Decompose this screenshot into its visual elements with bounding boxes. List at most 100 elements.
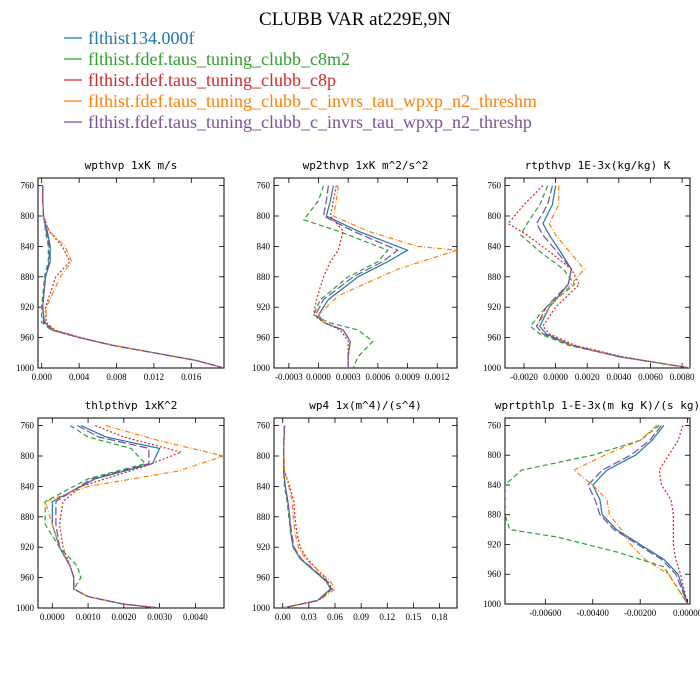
legend: flthist134.000fflthist.fdef.taus_tuning_… (64, 28, 537, 132)
series-line (539, 185, 690, 368)
panel-title: wprtpthlp 1-E-3x(m kg K)/(s kg) (495, 399, 700, 412)
x-tick-label: 0.0012 (425, 372, 450, 382)
series-line (42, 185, 224, 368)
x-tick-label: 0.06 (327, 612, 343, 622)
x-tick-label: 0.0020 (575, 372, 600, 382)
legend-entry: flthist.fdef.taus_tuning_clubb_c_invrs_t… (88, 91, 537, 111)
series-line (658, 425, 689, 604)
y-tick-label: 920 (21, 542, 35, 552)
y-tick-label: 920 (488, 539, 502, 549)
x-tick-label: 0.0030 (147, 612, 172, 622)
series-line (520, 185, 690, 368)
x-tick-label: 0.0080 (670, 372, 695, 382)
x-tick-label: 0.0000 (543, 372, 568, 382)
x-tick-label: 0.0000 (40, 612, 65, 622)
x-tick-label: 0.18 (432, 612, 448, 622)
chart-panel-1: wpthvp 1xK m/s 760 800 840 880 920 960 1000 0.00… (16, 159, 225, 382)
series-line (42, 185, 224, 368)
chart-panel-3: rtpthvp 1E-3x(kg/kg) K 760 800 840 880 920 960… (483, 159, 695, 382)
series-line (58, 425, 184, 608)
y-tick-label: 760 (257, 181, 271, 191)
y-tick-label: 880 (488, 510, 502, 520)
y-tick-label: 960 (488, 569, 502, 579)
x-tick-label: 0.00 (275, 612, 291, 622)
series-line (572, 424, 689, 604)
chart-panel-2: wp2thvp 1xK m^2/s^2 760 800 840 880 920 960 100… (252, 159, 458, 382)
x-tick-label: 0.0060 (638, 372, 663, 382)
x-tick-label: -0.0003 (275, 372, 303, 382)
plot-frame (37, 177, 225, 369)
series-line (42, 185, 224, 368)
figure-title: CLUBB VAR at229E,9N (259, 9, 451, 30)
y-tick-label: 760 (488, 181, 502, 191)
series-line (317, 185, 457, 368)
x-tick-label: -0.00400 (577, 608, 610, 618)
series-line (312, 185, 349, 368)
x-tick-label: 0.0006 (365, 372, 390, 382)
plot-frame (37, 417, 225, 609)
y-tick-label: 1000 (252, 363, 271, 373)
x-tick-label: 0.09 (353, 612, 369, 622)
y-tick-label: 1000 (252, 603, 271, 613)
y-tick-label: 800 (21, 211, 35, 221)
y-tick-label: 920 (21, 302, 35, 312)
y-tick-label: 840 (488, 241, 502, 251)
series-line (302, 185, 389, 368)
y-tick-label: 960 (21, 333, 35, 343)
y-tick-label: 920 (488, 302, 502, 312)
series-line (592, 425, 689, 604)
series-line (505, 424, 689, 604)
x-tick-label: 0.03 (301, 612, 317, 622)
panel-title: wpthvp 1xK m/s (85, 159, 178, 172)
series-line (535, 185, 690, 368)
y-tick-label: 880 (21, 272, 35, 282)
x-tick-label: 0.016 (181, 372, 202, 382)
panel-title: rtpthvp 1E-3x(kg/kg) K (525, 159, 671, 172)
y-tick-label: 920 (257, 542, 271, 552)
x-tick-label: 0.012 (144, 372, 164, 382)
series-line (282, 425, 333, 608)
chart-panel-6: wprtpthlp 1-E-3x(m kg K)/(s kg) 760 800 840… (483, 399, 700, 618)
series-line (41, 185, 224, 368)
series-line (587, 425, 689, 604)
legend-entry: flthist.fdef.taus_tuning_clubb_c8p (88, 70, 336, 90)
series-line (507, 185, 690, 368)
legend-entry: flthist.fdef.taus_tuning_clubb_c8m2 (88, 49, 350, 69)
x-tick-label: -0.00200 (624, 608, 657, 618)
x-tick-label: 0.0003 (336, 372, 361, 382)
y-tick-label: 840 (21, 481, 35, 491)
series-line (317, 185, 409, 368)
series-line (282, 425, 336, 608)
y-tick-label: 800 (488, 450, 502, 460)
y-tick-label: 760 (21, 181, 35, 191)
y-tick-label: 960 (257, 333, 271, 343)
chart-panel-5: wp4 1x(m^4)/(s^4) 760 800 840 880 920 960 1000 0… (252, 399, 458, 622)
x-tick-label: 0.12 (379, 612, 395, 622)
x-tick-label: 0.008 (106, 372, 127, 382)
y-tick-label: 800 (488, 211, 502, 221)
series-line (535, 185, 690, 368)
plot-frame (504, 177, 691, 369)
y-tick-label: 840 (21, 241, 35, 251)
y-tick-label: 840 (257, 481, 271, 491)
y-tick-label: 960 (488, 333, 502, 343)
series-line (55, 425, 160, 608)
y-tick-label: 880 (21, 512, 35, 522)
legend-entry: flthist134.000f (88, 28, 195, 48)
x-tick-label: 0.00000 (673, 608, 700, 618)
x-tick-label: 0.0040 (606, 372, 631, 382)
y-tick-label: 800 (257, 451, 271, 461)
y-tick-label: 760 (257, 421, 271, 431)
plot-frame (273, 177, 458, 369)
y-tick-label: 1000 (16, 363, 35, 373)
y-tick-label: 880 (488, 272, 502, 282)
legend-entry: flthist.fdef.taus_tuning_clubb_c_invrs_t… (88, 112, 532, 132)
plot-frame (273, 417, 458, 609)
plot-frame (504, 417, 691, 605)
x-tick-label: 0.0009 (395, 372, 420, 382)
x-tick-label: 0.0040 (183, 612, 208, 622)
panel-title: wp2thvp 1xK m^2/s^2 (303, 159, 429, 172)
series-line (42, 185, 224, 368)
x-tick-label: 0.15 (406, 612, 422, 622)
